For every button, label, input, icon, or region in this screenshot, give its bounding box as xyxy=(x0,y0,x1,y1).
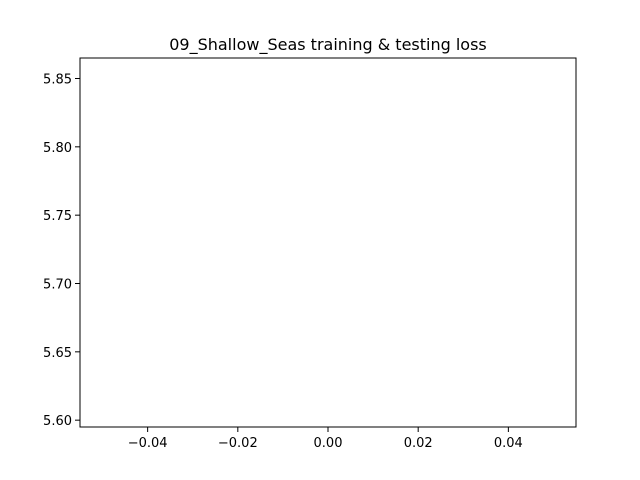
y-tick-label: 5.60 xyxy=(43,414,72,429)
y-tick-label: 5.75 xyxy=(43,209,72,224)
y-tick-label: 5.80 xyxy=(43,141,72,156)
y-tick-label: 5.65 xyxy=(43,346,72,361)
chart-title: 09_Shallow_Seas training & testing loss xyxy=(169,35,487,55)
plot-area-frame xyxy=(79,57,577,428)
y-tick-label: 5.70 xyxy=(43,278,72,293)
x-tick-label: 0.02 xyxy=(404,436,433,451)
x-tick-label: −0.02 xyxy=(218,436,258,451)
x-axis-ticks: −0.04 −0.02 0.00 0.02 0.04 xyxy=(128,427,523,451)
x-tick-label: 0.00 xyxy=(314,436,343,451)
x-tick-label: 0.04 xyxy=(494,436,523,451)
y-tick-label: 5.85 xyxy=(43,73,72,88)
x-tick-label: −0.04 xyxy=(128,436,168,451)
y-axis-ticks: 5.60 5.65 5.70 5.75 5.80 5.85 xyxy=(43,73,80,429)
